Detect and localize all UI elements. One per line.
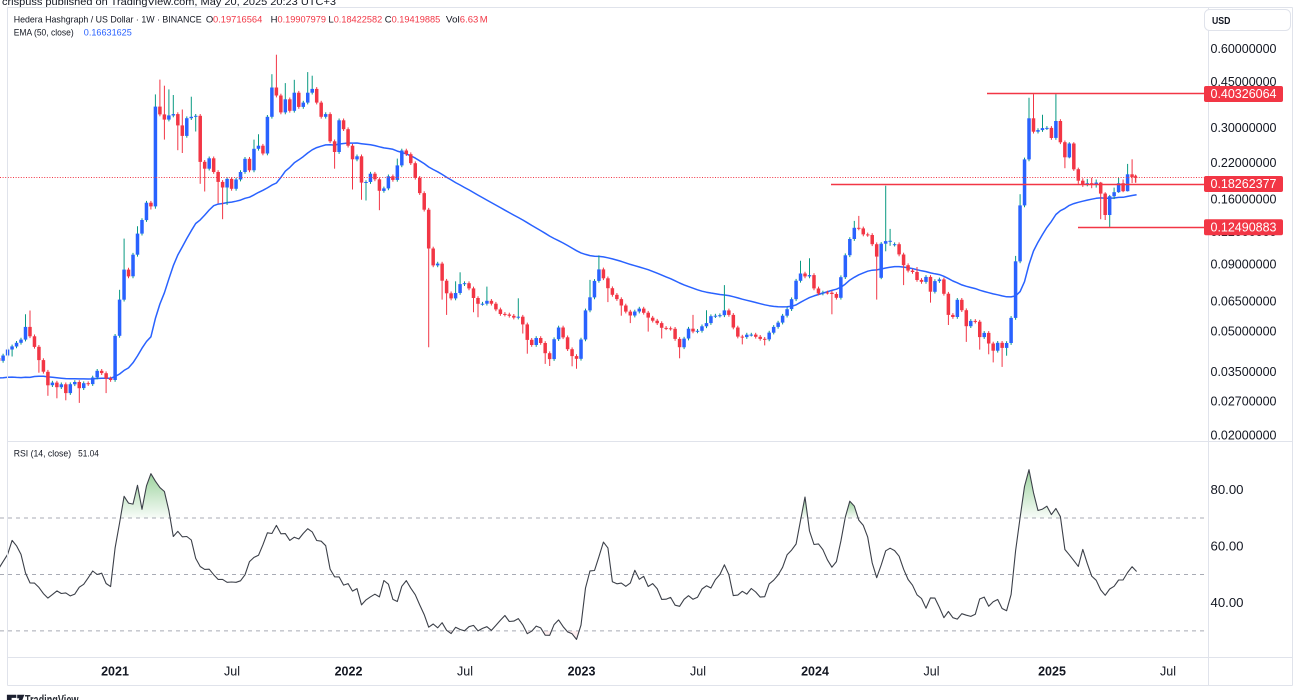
svg-text:0.19716564: 0.19716564 xyxy=(213,15,262,26)
svg-text:Vol: Vol xyxy=(446,15,460,26)
svg-text:Jul: Jul xyxy=(457,665,473,679)
svg-text:USD: USD xyxy=(1212,15,1231,27)
svg-text:Jul: Jul xyxy=(690,665,706,679)
svg-text:40.00: 40.00 xyxy=(1211,596,1244,610)
svg-text:Hedera Hashgraph / US Dollar ·: Hedera Hashgraph / US Dollar · 1W · BINA… xyxy=(14,15,202,26)
svg-text:L: L xyxy=(328,15,333,26)
svg-text:EMA (50, close): EMA (50, close) xyxy=(14,28,74,39)
svg-text:2021: 2021 xyxy=(101,665,129,679)
svg-text:0.02000000: 0.02000000 xyxy=(1211,428,1277,442)
svg-text:0.09000000: 0.09000000 xyxy=(1211,258,1277,272)
svg-text:Jul: Jul xyxy=(1160,665,1176,679)
svg-text:0.60000000: 0.60000000 xyxy=(1211,42,1277,56)
svg-text:O: O xyxy=(206,15,213,26)
svg-text:crispuss published on TradingV: crispuss published on TradingView.com, M… xyxy=(2,0,336,8)
svg-text:60.00: 60.00 xyxy=(1211,539,1244,553)
svg-text:H: H xyxy=(271,15,278,26)
svg-text:RSI (14, close): RSI (14, close) xyxy=(14,449,71,460)
svg-text:0.18262377: 0.18262377 xyxy=(1211,177,1277,191)
svg-text:6.63: 6.63 xyxy=(460,15,479,26)
svg-text:Jul: Jul xyxy=(224,665,240,679)
svg-text:C: C xyxy=(385,15,392,26)
svg-text:2024: 2024 xyxy=(801,665,829,679)
svg-text:80.00: 80.00 xyxy=(1211,483,1244,497)
svg-text:0.19907979: 0.19907979 xyxy=(278,15,327,26)
svg-text:0.12490883: 0.12490883 xyxy=(1211,220,1277,234)
svg-text:0.16631625: 0.16631625 xyxy=(84,28,132,39)
svg-text:0.30000000: 0.30000000 xyxy=(1211,121,1277,135)
svg-text:2023: 2023 xyxy=(568,665,596,679)
svg-text:0.45000000: 0.45000000 xyxy=(1211,75,1277,89)
svg-text:2025: 2025 xyxy=(1038,665,1066,679)
svg-text:0.22000000: 0.22000000 xyxy=(1211,156,1277,170)
svg-text:M: M xyxy=(480,15,488,26)
svg-text:0.05000000: 0.05000000 xyxy=(1211,324,1277,338)
svg-text:0.02700000: 0.02700000 xyxy=(1211,394,1277,408)
svg-text:51.04: 51.04 xyxy=(78,449,99,460)
svg-text:2022: 2022 xyxy=(335,665,363,679)
svg-text:0.18422582: 0.18422582 xyxy=(334,15,383,26)
svg-text:0.03500000: 0.03500000 xyxy=(1211,365,1277,379)
svg-text:0.16000000: 0.16000000 xyxy=(1211,192,1277,206)
svg-text:0.19419885: 0.19419885 xyxy=(392,15,441,26)
svg-text:0.06500000: 0.06500000 xyxy=(1211,295,1277,309)
svg-text:Jul: Jul xyxy=(924,665,940,679)
svg-text:TradingView: TradingView xyxy=(25,693,79,700)
svg-text:0.40326064: 0.40326064 xyxy=(1211,87,1277,101)
